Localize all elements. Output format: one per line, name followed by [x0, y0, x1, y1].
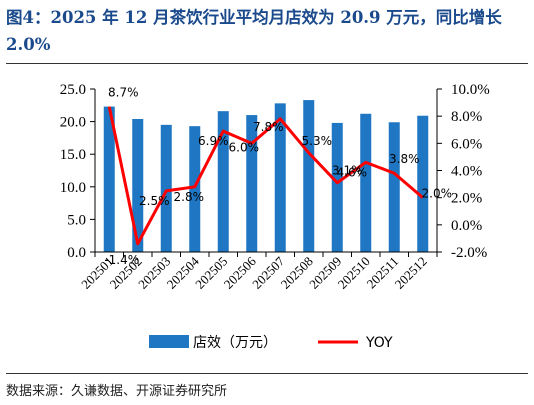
- yoy-data-label: 2.5%: [139, 194, 170, 208]
- yoy-data-label: 3.8%: [389, 152, 420, 166]
- right-tick-label: 4.0%: [451, 164, 482, 180]
- left-tick-label: 5.0: [67, 212, 86, 228]
- yoy-data-labels: 8.7% -1.4% 2.5% 2.8% 6.9% 6.0% 7.8% 5.3% 3.1%4.6…: [104, 86, 452, 267]
- bar-202511: [388, 122, 400, 252]
- x-tick-label: 202510: [335, 254, 373, 292]
- bar-202509: [331, 122, 343, 253]
- bar-202503: [160, 124, 172, 252]
- right-tick-label: 10.0%: [451, 82, 490, 98]
- right-tick-label: 2.0%: [451, 191, 482, 207]
- right-tick-label: 8.0%: [451, 109, 482, 125]
- yoy-data-label: 6.9%: [198, 134, 229, 148]
- bar-202501: [103, 106, 115, 252]
- source-note: 数据来源：久谦数据、开源证券研究所: [6, 384, 228, 399]
- bar-202504: [189, 126, 201, 252]
- yoy-data-label: 6.0%: [229, 140, 260, 154]
- legend-bar-swatch: [149, 335, 189, 348]
- yoy-data-label: -1.4%: [104, 253, 139, 267]
- yoy-line-series: [107, 106, 424, 246]
- bar-202508: [303, 100, 315, 252]
- yoy-data-label: 8.7%: [108, 86, 139, 100]
- right-axis: -2.0% 0.0% 2.0% 4.0% 6.0% 8.0% 10.0%: [436, 82, 490, 261]
- right-tick-label: 6.0%: [451, 136, 482, 152]
- left-tick-label: 25.0: [60, 82, 86, 98]
- bar-202505: [217, 111, 229, 252]
- yoy-line: [107, 106, 424, 246]
- yoy-data-label: 3.1%: [332, 164, 363, 178]
- yoy-data-label: 5.3%: [302, 134, 333, 148]
- left-tick-label: 20.0: [60, 115, 86, 131]
- yoy-data-label: 2.0%: [422, 187, 453, 201]
- bar-202502: [132, 118, 144, 252]
- title-divider: [6, 63, 528, 64]
- left-tick-label: 0.0: [67, 245, 86, 261]
- source-divider: [6, 373, 528, 374]
- right-tick-label: 0.0%: [451, 218, 482, 234]
- left-axis: 0.0 5.0 10.0 15.0 20.0 25.0: [60, 82, 96, 261]
- left-tick-label: 10.0: [60, 180, 86, 196]
- yoy-data-label: 2.8%: [174, 190, 205, 204]
- figure-title: 图4：2025 年 12 月茶饮行业平均月店效为 20.9 万元，同比增长 2.…: [6, 8, 502, 54]
- left-tick-label: 15.0: [60, 147, 86, 163]
- legend-line-label: YOY: [365, 335, 393, 351]
- bar-series: [103, 100, 429, 253]
- right-tick-label: -2.0%: [451, 245, 487, 261]
- yoy-data-label: 7.8%: [253, 120, 284, 134]
- legend-bar-label: 店效（万元）: [193, 335, 277, 351]
- bar-202507: [274, 103, 286, 253]
- x-tick-label: 202512: [392, 254, 430, 292]
- legend: 店效（万元） YOY: [149, 335, 393, 351]
- bar-202510: [360, 113, 372, 252]
- bar-202506: [246, 115, 258, 252]
- bar-202512: [417, 115, 429, 253]
- yoy-data-label: 4.6%: [337, 165, 368, 179]
